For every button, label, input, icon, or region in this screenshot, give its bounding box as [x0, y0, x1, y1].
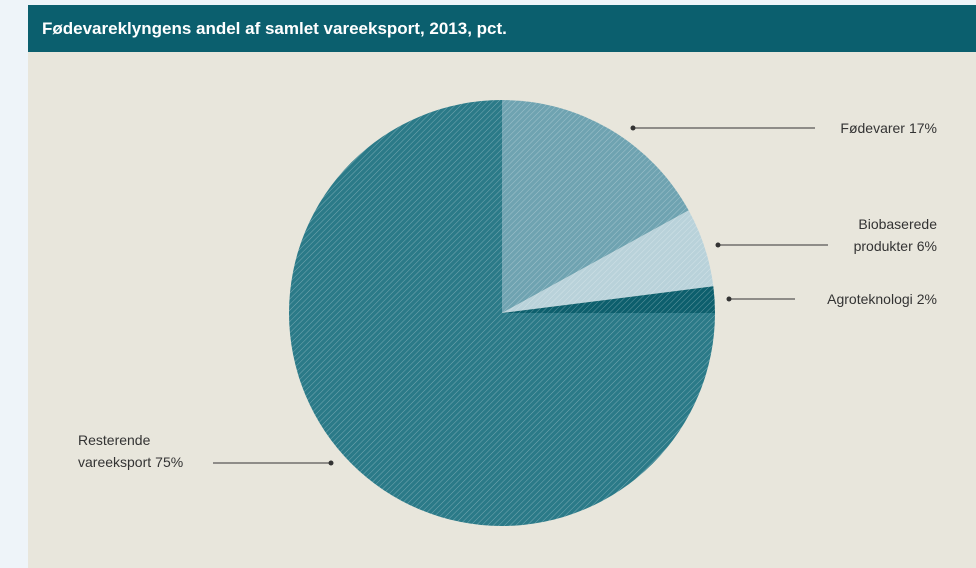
- pie-slice: [502, 286, 715, 313]
- pie-slice: [289, 100, 715, 526]
- label-value: 6%: [916, 238, 937, 254]
- slice-label: Resterende vareeksport 75%: [78, 429, 218, 473]
- slice-label: Biobaserede produkter 6%: [817, 213, 937, 257]
- chart-title: Fødevareklyngens andel af samlet vareeks…: [28, 5, 976, 52]
- label-value: 17%: [908, 120, 937, 136]
- label-name: Fødevarer: [840, 120, 905, 136]
- label-value: 2%: [916, 291, 937, 307]
- label-name: Resterende vareeksport: [78, 432, 152, 470]
- pie-slice: [502, 210, 714, 313]
- slice-label: Agroteknologi 2%: [737, 288, 937, 310]
- slice-label: Fødevarer 17%: [737, 117, 937, 139]
- label-name: Agroteknologi: [827, 291, 913, 307]
- pie-slice: [502, 100, 689, 313]
- leader-dot: [715, 242, 721, 248]
- leader-dot: [726, 296, 732, 302]
- leader-dot: [630, 125, 636, 131]
- leader-dot: [328, 460, 334, 466]
- label-name: Biobaserede produkter: [853, 216, 937, 254]
- label-value: 75%: [155, 454, 184, 470]
